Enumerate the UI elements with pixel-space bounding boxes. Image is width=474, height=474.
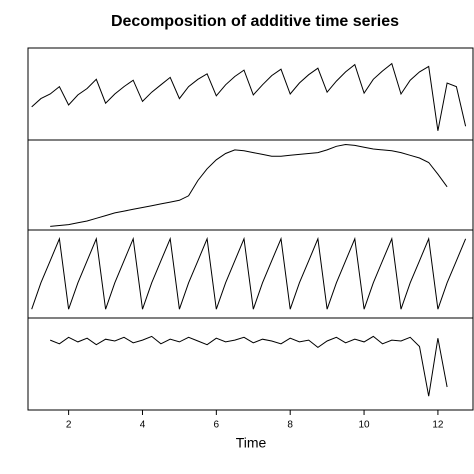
series-line [31, 62, 467, 131]
panel-frame [27, 317, 474, 411]
panel-frame [27, 47, 474, 141]
series-line [50, 143, 448, 227]
series-line [50, 335, 448, 397]
x-tick-label: 10 [358, 420, 370, 431]
series-line [31, 236, 467, 310]
x-tick-label: 2 [66, 420, 72, 431]
x-tick-label: 6 [214, 420, 220, 431]
chart-title: Decomposition of additive time series [111, 13, 399, 30]
panel-frame [27, 139, 474, 231]
x-tick-label: 12 [432, 420, 444, 431]
x-tick-label: 4 [140, 420, 146, 431]
x-axis-label: Time [236, 435, 267, 451]
x-tick-label: 8 [287, 420, 293, 431]
